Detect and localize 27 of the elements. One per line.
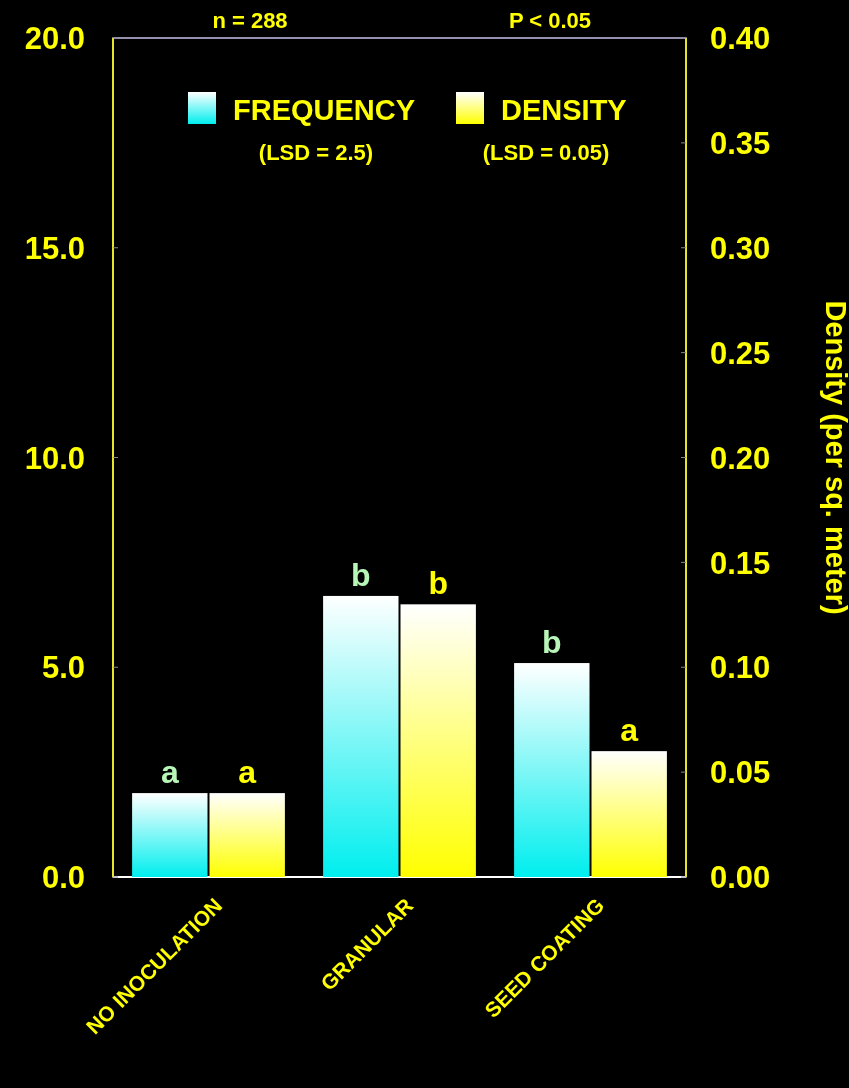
data-label: a [620, 712, 639, 749]
annotation: (LSD = 0.05) [482, 140, 610, 165]
text: P < 0.05 [508, 8, 592, 33]
data-label: a [160, 754, 179, 791]
data-label: b [542, 624, 562, 661]
y2-axis-title: Density (per sq. meter) [820, 300, 849, 615]
y-tick-label: 0.0 [41, 860, 85, 896]
y2-tick-label: 0.30 [710, 230, 771, 266]
y2-tick-label: 0.20 [710, 440, 771, 476]
y2-tick-label: 0.15 [710, 545, 771, 581]
legend-label: DENSITY [501, 94, 627, 126]
y-tick-label: 20.0 [24, 21, 85, 57]
text: n = 288 [212, 8, 288, 33]
y-tick-label: 10.0 [24, 440, 85, 476]
data-label: a [238, 754, 257, 791]
data-label: b [351, 556, 371, 593]
y2-tick-label: 0.10 [710, 650, 771, 686]
y-tick-label: 15.0 [24, 230, 85, 266]
y2-tick-label: 0.35 [710, 126, 771, 162]
y2-tick-label: 0.40 [710, 21, 771, 57]
data-label: b [428, 565, 448, 602]
legend-label: FREQUENCY [233, 94, 416, 126]
y2-tick-label: 0.25 [710, 335, 771, 371]
y2-tick-label: 0.05 [710, 755, 771, 791]
y2-tick-label: 0.00 [710, 860, 771, 896]
annotation: (LSD = 2.5) [258, 140, 374, 165]
y-tick-label: 5.0 [41, 650, 85, 686]
